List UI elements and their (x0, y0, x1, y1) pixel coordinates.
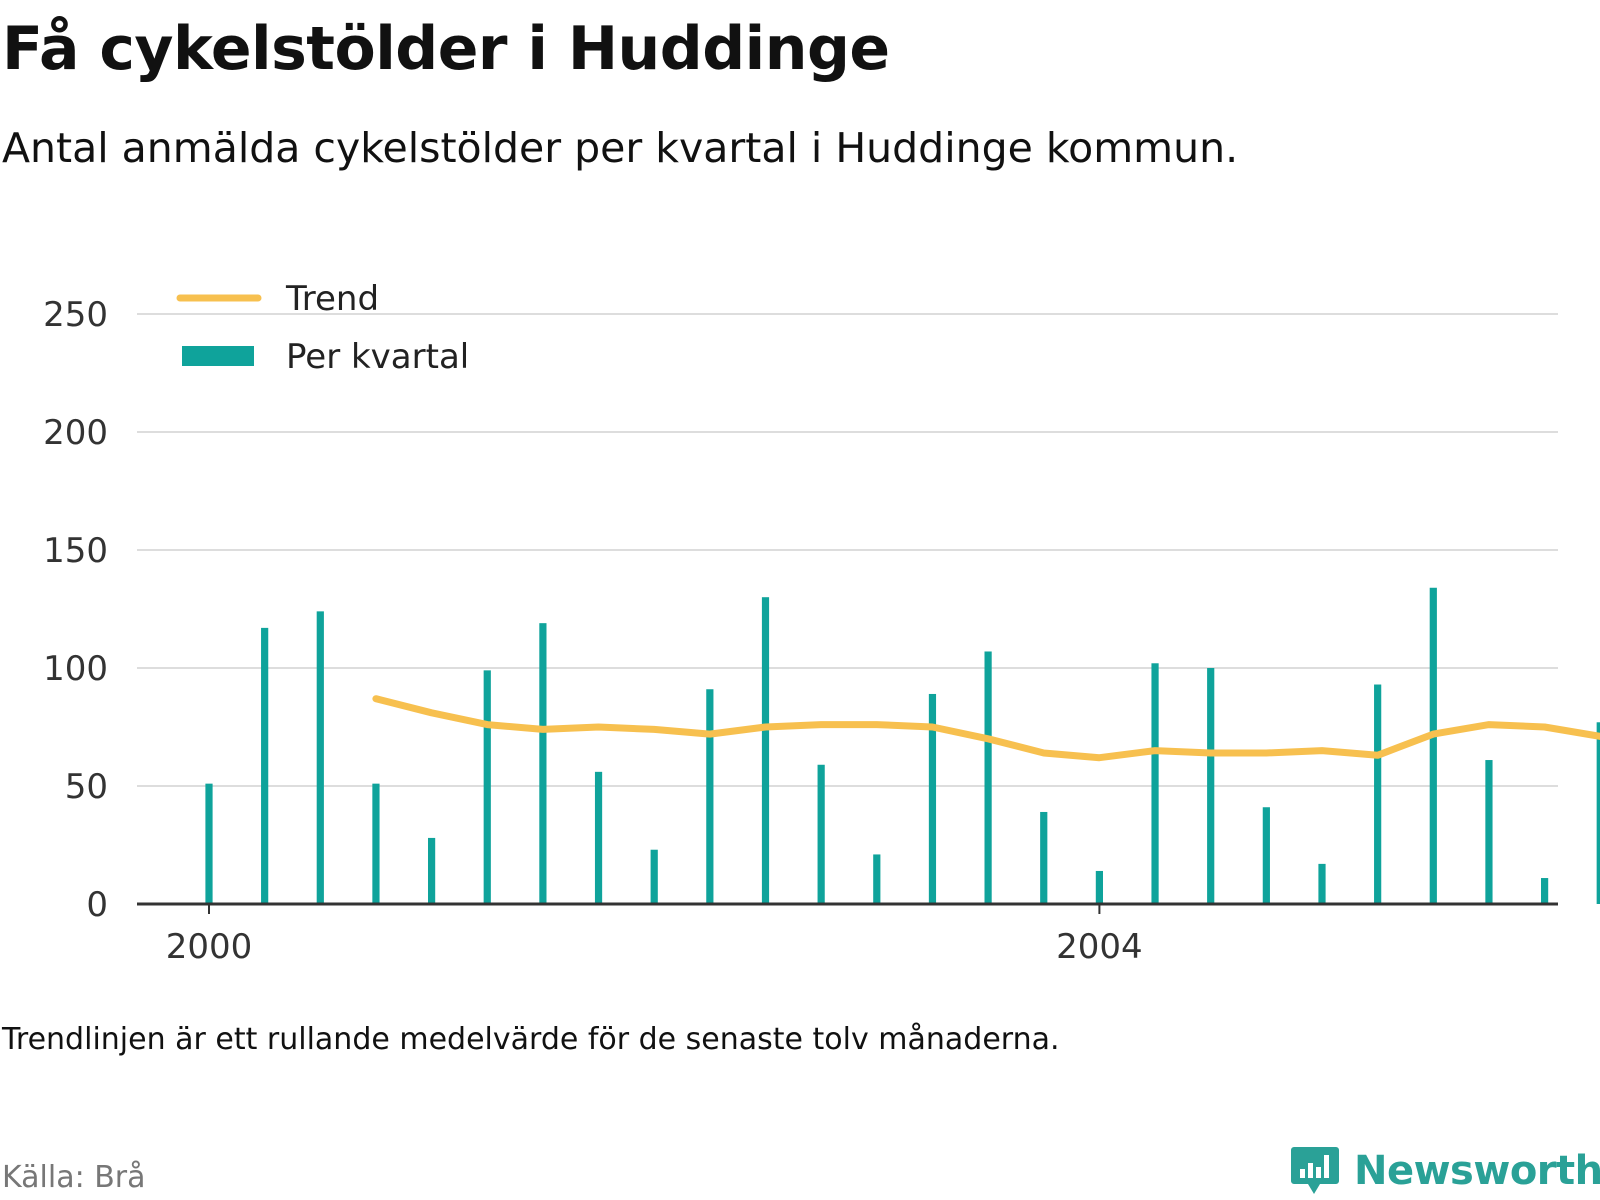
source-text: Källa: Brå (2, 1160, 146, 1195)
chart-subtitle: Antal anmälda cykelstölder per kvartal i… (2, 124, 1239, 172)
y-tick-label: 50 (65, 767, 108, 807)
gridlines (137, 313, 1558, 787)
bar (1374, 684, 1382, 904)
bar (650, 849, 658, 904)
bar (984, 651, 992, 904)
chart-title: Få cykelstölder i Huddinge (2, 14, 890, 84)
y-axis-ticks: 0 50 100 150 200 250 (43, 295, 108, 925)
bar (761, 597, 770, 904)
bar (372, 783, 380, 904)
bar (1318, 863, 1326, 904)
line-series-trend (372, 695, 1600, 762)
bar (316, 611, 324, 904)
legend-label-trend: Trend (285, 279, 379, 319)
newsworthy-logo-icon (1291, 1147, 1339, 1194)
bar (205, 783, 213, 904)
x-tick-label: 2000 (166, 927, 253, 967)
legend-background (164, 270, 490, 310)
footnote: Trendlinjen är ett rullande medelvärde f… (2, 1022, 1060, 1057)
bar (428, 837, 436, 904)
y-tick-label: 0 (86, 885, 108, 925)
bar (1040, 811, 1048, 904)
bar (1596, 722, 1600, 904)
bar (928, 693, 937, 904)
bar (539, 623, 547, 904)
bar (1429, 587, 1437, 904)
bar (1095, 870, 1103, 904)
bar (1151, 663, 1159, 904)
bar (706, 689, 714, 904)
bar (1541, 878, 1549, 904)
legend-swatch-per-kvartal (182, 346, 254, 366)
legend: Trend Per kvartal (164, 270, 490, 377)
bar (1485, 760, 1493, 904)
y-tick-label: 200 (43, 413, 108, 453)
bar (483, 670, 491, 904)
x-axis: 2000200420082012201620202023 (137, 902, 1558, 967)
bar (1262, 807, 1270, 904)
bar (261, 627, 269, 904)
x-tick-label: 2004 (1056, 927, 1143, 967)
legend-label-quarterly: Per kvartal (286, 337, 469, 377)
trend-line (372, 695, 1600, 762)
y-tick-label: 100 (43, 649, 108, 689)
y-tick-label: 150 (43, 531, 108, 571)
bar (817, 764, 825, 904)
brand: Newsworthy (1290, 1142, 1600, 1200)
bar-series-per-kvartal (205, 587, 1600, 904)
bar (594, 771, 603, 904)
bar (1207, 668, 1215, 904)
y-tick-label: 250 (43, 295, 108, 335)
bar (873, 854, 881, 904)
brand-name: Newsworthy (1354, 1148, 1600, 1194)
